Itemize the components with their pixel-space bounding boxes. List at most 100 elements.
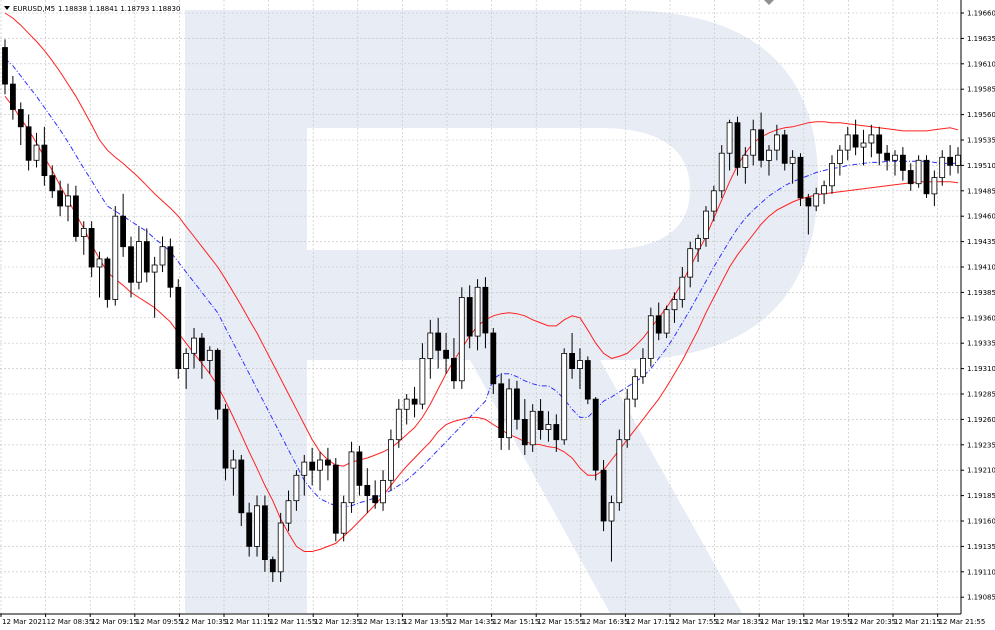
y-tick-label: 1.19310 (967, 365, 995, 373)
candle (340, 495, 347, 542)
x-tick-label: 12 Mar 17:15 (626, 618, 673, 626)
x-tick-label: 12 Mar 13:15 (359, 618, 406, 626)
candles (2, 39, 961, 582)
candle (96, 251, 103, 298)
candle-body (837, 149, 843, 164)
candle-body (230, 459, 237, 469)
candle (584, 356, 591, 405)
candle-body (183, 352, 190, 369)
candle-body (758, 129, 764, 161)
candle (17, 102, 24, 146)
candle (159, 236, 166, 273)
candle (435, 317, 442, 369)
candle (632, 368, 638, 408)
candle (356, 445, 363, 496)
candle-body (364, 484, 371, 496)
candle-body (356, 451, 363, 486)
candle-body (301, 461, 308, 476)
candle-body (293, 474, 300, 502)
candle-body (506, 388, 513, 439)
candle (734, 116, 741, 176)
candle-body (57, 190, 63, 207)
candle (466, 285, 473, 349)
candle-body (490, 332, 497, 385)
candle (419, 343, 426, 410)
candle-body (498, 383, 505, 438)
candle-body (317, 459, 323, 471)
y-tick-label: 1.19460 (967, 213, 995, 221)
candle-body (198, 337, 205, 361)
y-tick-label: 1.19360 (967, 314, 995, 322)
candle (49, 165, 56, 198)
symbol-label: EURUSD,M5 (13, 5, 55, 13)
candle-body (726, 122, 733, 154)
x-tick-label: 12 Mar 10:35 (180, 618, 227, 626)
upper-band-line (4, 12, 959, 467)
candle (191, 327, 197, 369)
y-tick-label: 1.19085 (967, 594, 995, 602)
y-tick-label: 1.19110 (967, 568, 995, 576)
candle (876, 126, 883, 166)
x-tick-label: 12 Mar 21:55 (939, 618, 986, 626)
candle (332, 458, 339, 542)
x-tick-label: 12 Mar 11:55 (270, 618, 317, 626)
chart-shift-marker-icon[interactable] (764, 0, 774, 5)
candle-body (947, 156, 953, 166)
candle-body (65, 195, 71, 207)
candle (868, 124, 875, 158)
candle-body (143, 241, 150, 273)
candle (561, 348, 568, 445)
candle (427, 319, 434, 379)
candle (387, 429, 394, 491)
y-tick-label: 1.19435 (967, 238, 995, 246)
candle (348, 441, 355, 513)
candle-body (395, 408, 402, 441)
candle (238, 454, 245, 527)
candle-body (860, 142, 867, 148)
candle-body (348, 451, 355, 504)
candle-body (25, 126, 32, 161)
candle-body (718, 152, 725, 192)
y-tick-label: 1.19185 (967, 492, 995, 500)
y-tick-label: 1.19535 (967, 137, 995, 145)
candle (261, 495, 268, 572)
x-tick-label: 12 Mar 19:15 (760, 618, 807, 626)
candle-body (403, 398, 410, 410)
candle-body (238, 459, 245, 514)
candle-body (17, 109, 24, 128)
candle (592, 397, 599, 481)
candle (624, 388, 631, 448)
candle-body (750, 129, 757, 156)
candle-body (474, 286, 481, 337)
lower-band-line (4, 95, 959, 552)
candle-body (569, 352, 575, 369)
candle-body (104, 258, 111, 300)
y-tick-label: 1.19210 (967, 467, 995, 475)
candle-body (844, 134, 851, 151)
candle (277, 512, 284, 582)
candle-body (939, 156, 946, 179)
candle-body (254, 505, 260, 547)
x-tick-label: 12 Mar 14:35 (448, 618, 495, 626)
x-tick-label: 12 Mar 09:55 (136, 618, 183, 626)
candle (545, 411, 552, 442)
candle (246, 502, 253, 557)
candle (900, 147, 906, 181)
candle (608, 495, 615, 562)
candle-body (592, 398, 599, 471)
candle (577, 348, 583, 389)
candle-body (703, 210, 709, 239)
dropdown-triangle-icon[interactable] (4, 6, 10, 10)
candle (112, 206, 119, 306)
y-tick-label: 1.19285 (967, 391, 995, 399)
candle-body (482, 286, 489, 334)
candle-body (710, 190, 717, 212)
candle (695, 234, 701, 262)
candle (781, 129, 788, 171)
candle-body (663, 309, 670, 334)
candle-body (884, 152, 890, 161)
candle-body (789, 156, 796, 164)
x-tick-label: 12 Mar 19:55 (805, 618, 852, 626)
candle-body (443, 349, 450, 359)
